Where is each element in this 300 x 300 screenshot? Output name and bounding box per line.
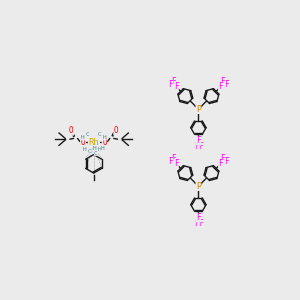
Text: F: F (196, 136, 201, 145)
Text: C: C (98, 132, 102, 137)
Text: F: F (218, 159, 223, 168)
Text: F: F (218, 82, 223, 91)
Text: P: P (196, 105, 201, 114)
Text: F: F (174, 159, 178, 168)
Text: F: F (172, 77, 176, 86)
Text: F: F (198, 219, 203, 228)
Text: F: F (198, 142, 203, 151)
Text: P: P (196, 182, 201, 191)
Text: F: F (220, 154, 225, 163)
Text: F: F (172, 154, 176, 163)
Text: F: F (194, 142, 198, 151)
Text: H: H (103, 135, 106, 140)
Text: F: F (194, 219, 198, 228)
Text: H: H (81, 135, 85, 140)
Text: C: C (94, 151, 98, 155)
Text: H: H (82, 148, 86, 152)
Text: O: O (69, 126, 74, 135)
Text: C: C (87, 149, 91, 154)
Text: F: F (174, 82, 178, 91)
Text: H: H (101, 146, 105, 151)
Text: O: O (114, 126, 118, 135)
Text: F: F (168, 80, 173, 89)
Text: H: H (97, 148, 101, 152)
Text: H: H (93, 146, 96, 151)
Text: F: F (168, 157, 173, 166)
Text: Rh: Rh (88, 138, 99, 147)
Text: F: F (224, 157, 229, 166)
Text: F: F (196, 213, 201, 222)
Text: F: F (224, 80, 229, 89)
Text: O: O (81, 138, 85, 147)
Text: C: C (86, 132, 89, 137)
Text: F: F (220, 77, 225, 86)
Text: O: O (102, 138, 107, 147)
